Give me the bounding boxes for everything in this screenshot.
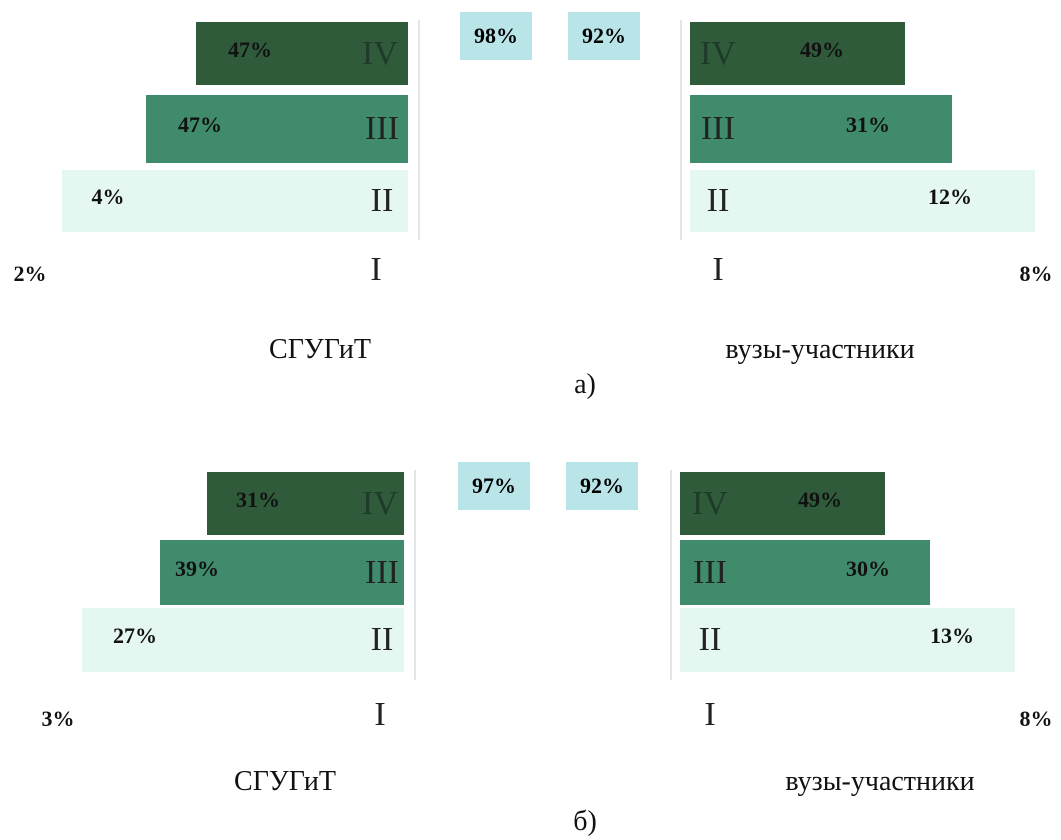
- level-label: IV: [700, 34, 736, 72]
- caption: а): [574, 369, 596, 400]
- divider: [418, 20, 420, 240]
- level-label: III: [365, 110, 399, 147]
- level-value: 49%: [798, 486, 842, 512]
- level-bar: [680, 472, 885, 535]
- level-bar: [146, 95, 408, 163]
- level-bar: [62, 170, 408, 232]
- group-name: СГУГиТ: [234, 766, 336, 797]
- level-value: 3%: [41, 706, 75, 731]
- level-label: III: [701, 110, 735, 147]
- level-bar: [680, 608, 1015, 672]
- level-value: 27%: [113, 623, 157, 648]
- level-label: III: [365, 553, 399, 591]
- level-label: I: [712, 251, 724, 288]
- level-bar: [690, 170, 1035, 232]
- divider: [680, 20, 682, 240]
- level-value: 31%: [236, 486, 280, 512]
- level-value: 47%: [178, 112, 222, 137]
- level-bar: [690, 95, 952, 163]
- level-label: IV: [692, 484, 728, 522]
- level-value: 8%: [1019, 706, 1053, 731]
- level-value: 47%: [228, 36, 272, 62]
- total-box: 98%: [460, 12, 532, 60]
- level-value: 31%: [846, 112, 890, 137]
- level-label: I: [704, 696, 716, 733]
- level-value: 39%: [175, 555, 219, 581]
- divider: [414, 470, 416, 680]
- total-box: 92%: [566, 462, 638, 510]
- level-value: 30%: [846, 555, 890, 581]
- total-box: 92%: [568, 12, 640, 60]
- level-value: 8%: [1019, 261, 1053, 286]
- level-label: I: [374, 696, 386, 733]
- level-value: 12%: [928, 184, 972, 209]
- level-bar: [196, 22, 408, 85]
- level-label: II: [370, 182, 394, 219]
- level-value: 49%: [800, 36, 844, 62]
- level-value: 2%: [13, 261, 47, 286]
- level-label: IV: [362, 484, 398, 522]
- level-bar: [160, 540, 404, 605]
- group-name: вузы-участники: [725, 334, 915, 365]
- group-name: СГУГиТ: [269, 334, 371, 365]
- level-bar: [690, 22, 905, 85]
- caption: б): [573, 806, 597, 837]
- level-value: 4%: [91, 184, 125, 209]
- level-bar: [680, 540, 930, 605]
- level-label: I: [370, 251, 382, 288]
- total-box: 97%: [458, 462, 530, 510]
- level-label: II: [698, 621, 722, 658]
- divider: [670, 470, 672, 680]
- level-label: IV: [362, 34, 398, 72]
- level-value: 13%: [930, 623, 974, 648]
- level-label: II: [370, 621, 394, 658]
- level-bar: [207, 472, 404, 535]
- group-name: вузы-участники: [785, 766, 975, 797]
- level-label: II: [706, 182, 730, 219]
- level-bar: [82, 608, 404, 672]
- level-label: III: [693, 553, 727, 591]
